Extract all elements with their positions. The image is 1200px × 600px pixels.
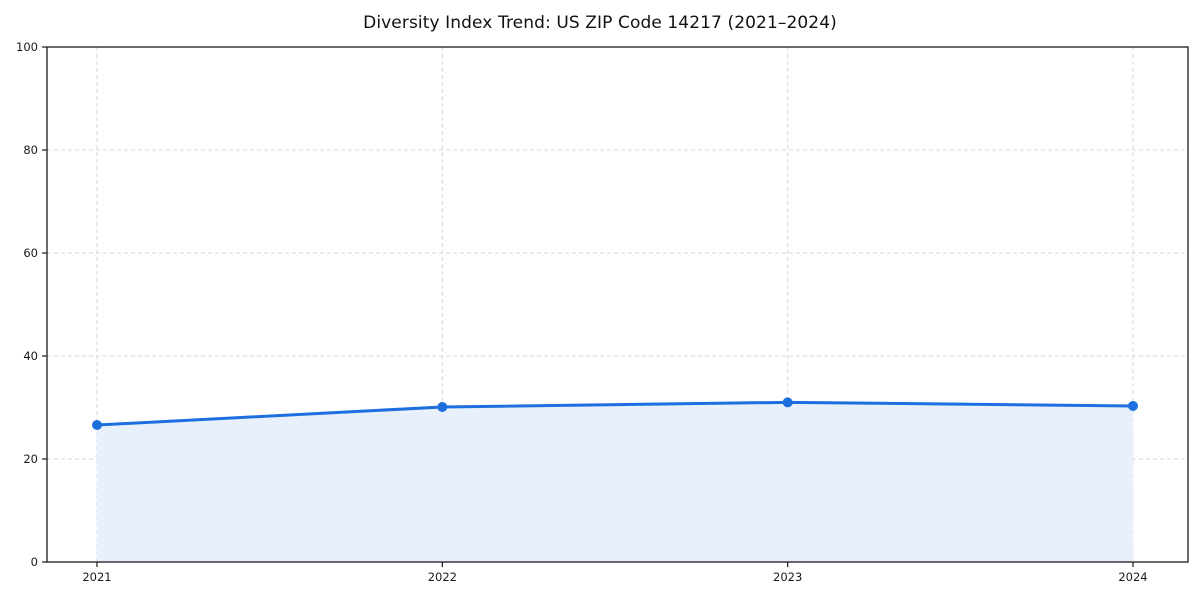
y-tick-label: 0 bbox=[31, 555, 38, 569]
data-point-2021 bbox=[92, 420, 102, 431]
plot-border bbox=[46, 46, 1189, 563]
y-tick-label: 100 bbox=[16, 40, 38, 54]
y-tick-label: 80 bbox=[23, 143, 38, 157]
x-tick-label: 2021 bbox=[82, 570, 111, 584]
y-tick-label: 40 bbox=[23, 349, 38, 363]
area-fill bbox=[97, 402, 1133, 562]
x-tick-label: 2024 bbox=[1118, 570, 1147, 584]
x-tick-label: 2022 bbox=[428, 570, 457, 584]
data-point-2022 bbox=[437, 401, 448, 412]
chart-title: Diversity Index Trend: US ZIP Code 14217… bbox=[363, 13, 837, 33]
data-point-2024 bbox=[1128, 400, 1138, 411]
data-point-2023 bbox=[782, 397, 793, 408]
trend-line bbox=[95, 400, 1135, 427]
y-tick-label: 60 bbox=[23, 246, 38, 260]
y-tick-label: 20 bbox=[23, 452, 38, 466]
x-tick-label: 2023 bbox=[773, 570, 802, 584]
